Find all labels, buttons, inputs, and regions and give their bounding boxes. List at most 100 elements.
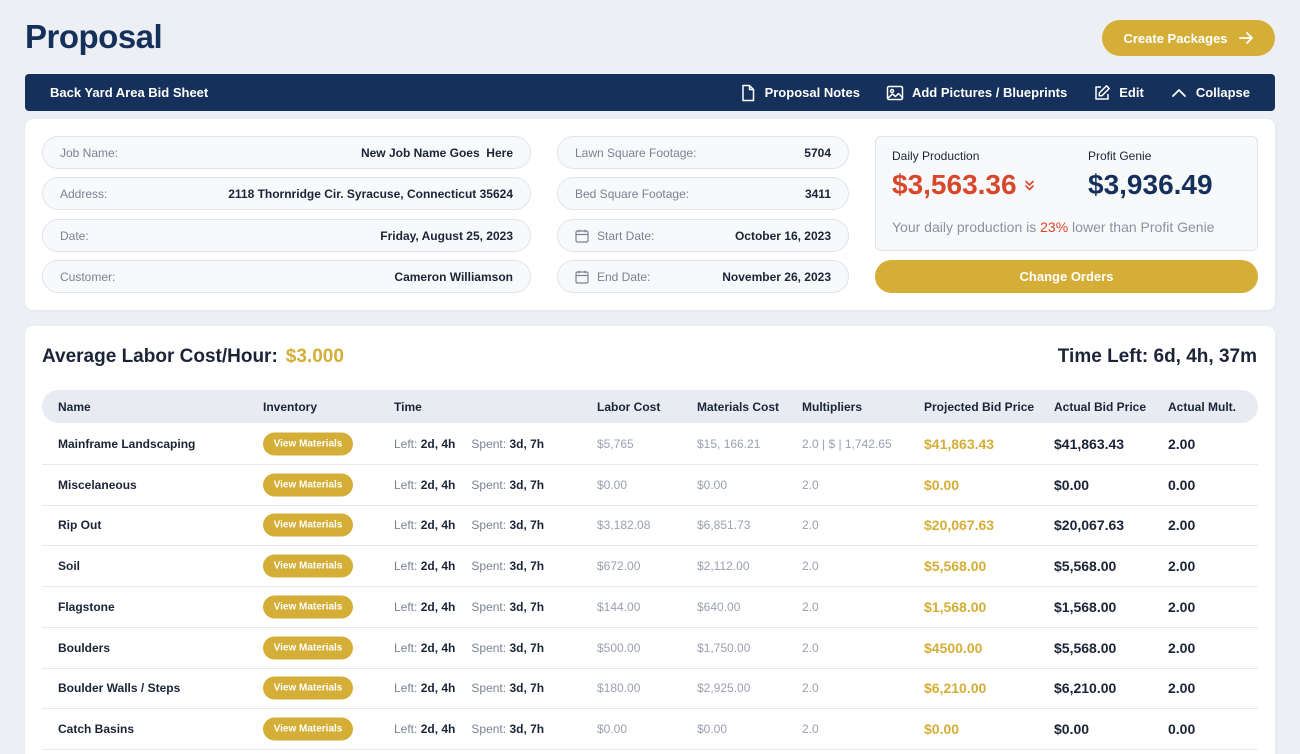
edit-icon (1095, 84, 1111, 100)
row-materials-cost: $640.00 (697, 599, 741, 614)
row-time: Left: 2d, 4h Spent: 3d, 7h (394, 722, 544, 736)
bed-footage-value: 3411 (804, 186, 831, 201)
table-row: Boulder Walls / Steps View Materials Left:… (42, 668, 1258, 710)
lawn-footage-field[interactable]: Lawn Square Footage: 5704 (557, 136, 849, 169)
job-name-label: Job Name: (60, 145, 119, 160)
create-packages-label: Create Packages (1123, 30, 1228, 46)
view-materials-button[interactable]: View Materials (263, 636, 353, 659)
row-multipliers: 2.0 (802, 559, 819, 574)
left-label: Left: (394, 559, 418, 574)
row-materials-cost: $15, 166.21 (697, 437, 761, 451)
customer-label: Customer: (60, 269, 116, 284)
table-row: Soil View Materials Left: 2d, 4h Spent: 3d,… (42, 546, 1258, 588)
spent-label: Spent: (471, 518, 507, 533)
change-orders-button[interactable]: Change Orders (875, 260, 1258, 293)
profit-genie-value: $3,936.49 (1088, 169, 1213, 200)
row-materials-cost: $0.00 (697, 721, 728, 736)
row-labor-cost: $180.00 (597, 681, 641, 696)
edit-label: Edit (1119, 85, 1144, 100)
left-label: Left: (394, 640, 418, 655)
row-actual-mult: 2.00 (1168, 436, 1196, 452)
proposal-notes-label: Proposal Notes (764, 85, 860, 100)
date-label: Date: (60, 228, 89, 243)
spent-label: Spent: (471, 599, 507, 614)
row-multipliers: 2.0 (802, 599, 819, 614)
address-value: 2118 Thornridge Cir. Syracuse, Connectic… (228, 186, 513, 201)
create-packages-button[interactable]: Create Packages (1102, 20, 1275, 56)
row-actual-mult: 2.00 (1168, 680, 1196, 697)
row-projected-bid: $41,863.43 (924, 436, 995, 452)
profit-genie-label: Profit Genie (1088, 149, 1152, 163)
row-materials-cost: $2,925.00 (697, 681, 751, 696)
spent-label: Spent: (471, 721, 507, 736)
row-actual-bid: $0.00 (1054, 720, 1090, 737)
row-projected-bid: $20,067.63 (924, 517, 995, 534)
start-date-field[interactable]: Start Date: October 16, 2023 (557, 219, 849, 252)
time-left: Time Left: 6d, 4h, 37m (1057, 346, 1257, 367)
production-note-percent: 23% (1040, 219, 1069, 235)
bid-sheet-title: Back Yard Area Bid Sheet (50, 85, 209, 100)
view-materials-button[interactable]: View Materials (263, 432, 353, 456)
customer-field[interactable]: Customer: Cameron Williamson (42, 260, 531, 293)
view-materials-button[interactable]: View Materials (263, 554, 353, 578)
view-materials-button[interactable]: View Materials (263, 676, 353, 700)
view-materials-button[interactable]: View Materials (263, 513, 353, 537)
address-label: Address: (60, 186, 108, 201)
row-actual-bid: $6,210.00 (1054, 680, 1117, 697)
row-projected-bid: $4500.00 (924, 639, 983, 656)
left-label: Left: (394, 477, 418, 492)
spent-label: Spent: (471, 559, 507, 574)
view-materials-button[interactable]: View Materials (263, 717, 353, 741)
row-projected-bid: $1,568.00 (924, 598, 987, 615)
collapse-button[interactable]: Collapse (1170, 84, 1250, 102)
address-field[interactable]: Address: 2118 Thornridge Cir. Syracuse, … (42, 177, 531, 210)
time-left-value: 2d, 4h (420, 437, 456, 451)
row-actual-mult: 2.00 (1168, 558, 1196, 575)
job-details-card: Job Name: New Job Name Goes Here Address… (25, 119, 1275, 310)
calendar-icon (575, 229, 589, 243)
row-multipliers: 2.0 (802, 721, 819, 736)
row-time: Left: 2d, 4h Spent: 3d, 7h (394, 559, 544, 573)
time-spent-value: 3d, 7h (509, 640, 545, 655)
table-row: Boulders View Materials Left: 2d, 4h Spent:… (42, 628, 1258, 669)
row-actual-bid: $0.00 (1054, 476, 1090, 493)
view-materials-button[interactable]: View Materials (263, 595, 353, 619)
calendar-icon (575, 270, 589, 284)
left-label: Left: (394, 518, 418, 533)
row-multipliers: 2.0 (802, 681, 819, 696)
row-projected-bid: $6,210.00 (924, 680, 987, 697)
row-multipliers: 2.0 (802, 477, 819, 492)
add-pictures-label: Add Pictures / Blueprints (911, 85, 1068, 100)
bed-footage-field[interactable]: Bed Square Footage: 3411 (557, 177, 849, 210)
job-name-value: New Job Name Goes Here (360, 145, 513, 160)
row-name: Boulders (58, 640, 111, 655)
row-multipliers: 2.0 (802, 640, 819, 655)
edit-button[interactable]: Edit (1093, 84, 1144, 102)
header-projected-bid: Projected Bid Price (924, 400, 1035, 414)
customer-value: Cameron Williamson (394, 269, 513, 284)
time-spent-value: 3d, 7h (509, 518, 545, 533)
add-pictures-button[interactable]: Add Pictures / Blueprints (886, 84, 1067, 102)
table-row: Flagstone View Materials Left: 2d, 4h Spent… (42, 587, 1258, 628)
time-spent-value: 3d, 7h (509, 681, 545, 696)
time-left-value: 2d, 4h (420, 640, 456, 655)
proposal-notes-button[interactable]: Proposal Notes (739, 84, 860, 102)
view-materials-button[interactable]: View Materials (263, 473, 353, 497)
job-name-field[interactable]: Job Name: New Job Name Goes Here (42, 136, 531, 169)
spent-label: Spent: (471, 681, 507, 696)
header-inventory: Inventory (263, 400, 318, 414)
table-row: Catch Basins View Materials Left: 2d, 4h Sp… (42, 709, 1258, 750)
page-title: Proposal (25, 18, 163, 55)
left-label: Left: (394, 437, 418, 451)
row-time: Left: 2d, 4h Spent: 3d, 7h (394, 600, 544, 614)
lawn-footage-label: Lawn Square Footage: (575, 145, 697, 160)
table-header: Name Inventory Time Labor Cost Materials… (42, 390, 1258, 423)
row-materials-cost: $2,112.00 (697, 559, 750, 574)
time-spent-value: 3d, 7h (509, 477, 545, 492)
row-actual-mult: 2.00 (1168, 517, 1196, 534)
row-time: Left: 2d, 4h Spent: 3d, 7h (394, 681, 544, 695)
row-name: Mainframe Landscaping (58, 437, 196, 451)
date-field[interactable]: Date: Friday, August 25, 2023 (42, 219, 531, 252)
end-date-field[interactable]: End Date: November 26, 2023 (557, 260, 849, 293)
row-actual-bid: $41,863.43 (1054, 436, 1125, 452)
